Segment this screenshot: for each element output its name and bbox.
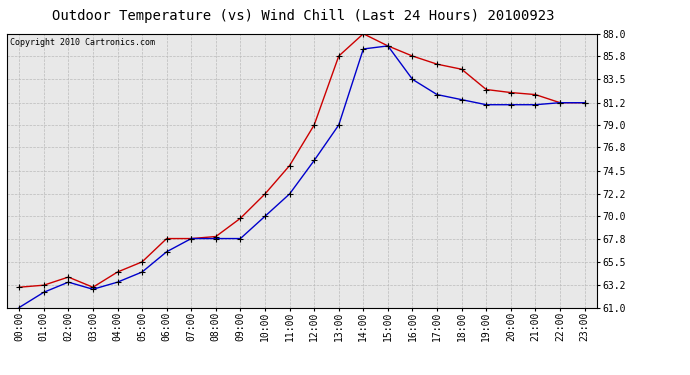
Text: Copyright 2010 Cartronics.com: Copyright 2010 Cartronics.com <box>10 38 155 47</box>
Text: Outdoor Temperature (vs) Wind Chill (Last 24 Hours) 20100923: Outdoor Temperature (vs) Wind Chill (Las… <box>52 9 555 23</box>
